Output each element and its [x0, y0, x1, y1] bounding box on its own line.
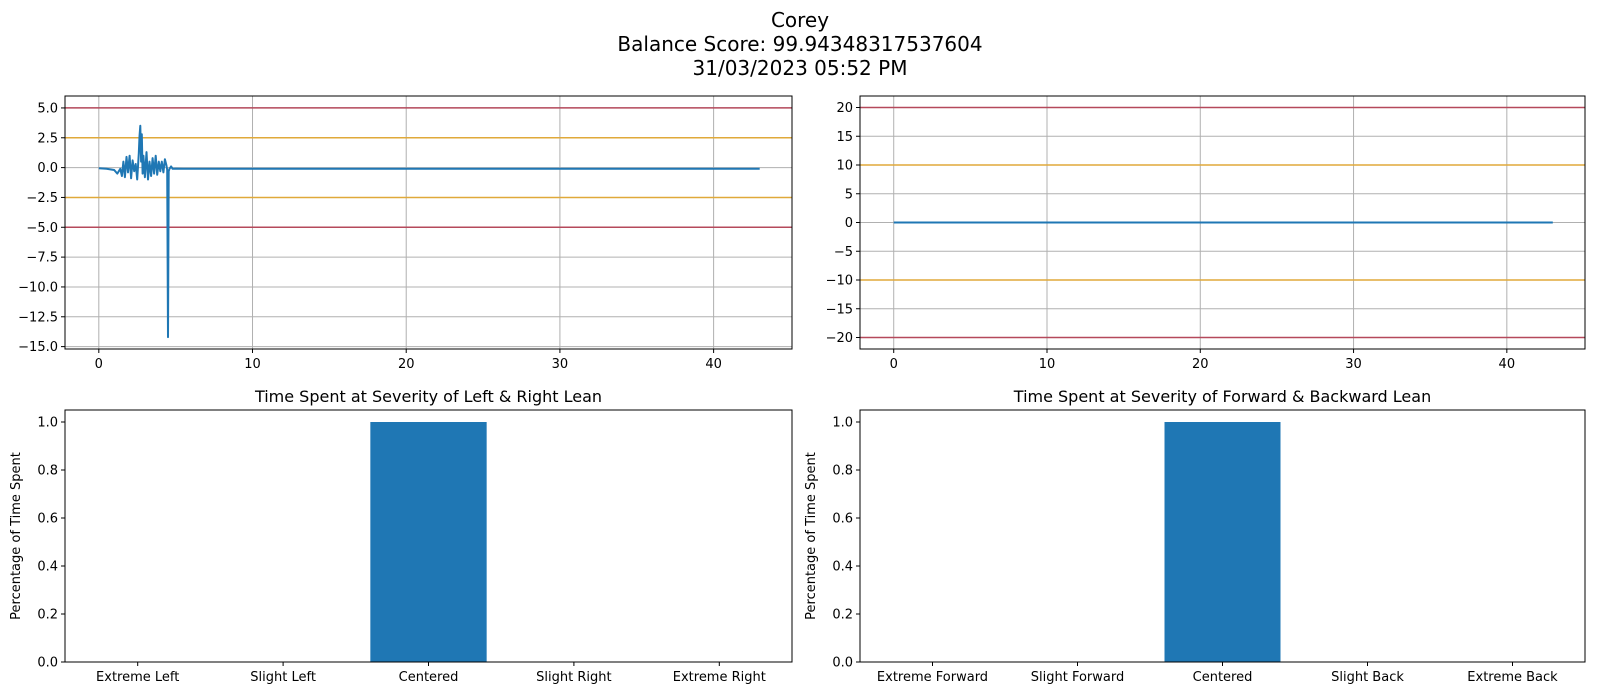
y-tick-label: −5.0 [26, 221, 58, 236]
y-tick-label: 0.0 [37, 656, 58, 671]
y-tick-label: 15 [836, 130, 853, 145]
chart-title: Time Spent at Severity of Left & Right L… [254, 387, 602, 406]
x-tick-label: Centered [399, 670, 459, 685]
figure-suptitle: Corey Balance Score: 99.94348317537604 3… [0, 8, 1600, 80]
x-tick-label: 0 [890, 357, 898, 372]
y-axis-label: Percentage of Time Spent [804, 452, 819, 620]
x-tick-label: Slight Forward [1031, 670, 1124, 685]
x-tick-label: 30 [552, 357, 569, 372]
x-tick-label: 30 [1345, 357, 1362, 372]
y-tick-label: 1.0 [37, 416, 58, 431]
x-tick-label: Extreme Left [96, 670, 179, 685]
y-tick-label: 0.8 [832, 464, 853, 479]
y-tick-label: 1.0 [832, 416, 853, 431]
y-tick-label: 0.4 [37, 560, 58, 575]
y-tick-label: 0.8 [37, 464, 58, 479]
y-tick-label: 5.0 [37, 101, 58, 116]
x-tick-label: Extreme Forward [877, 670, 988, 685]
x-tick-label: Extreme Back [1467, 670, 1558, 685]
y-tick-label: −7.5 [26, 251, 58, 266]
y-tick-label: 5 [845, 187, 853, 202]
y-tick-label: 0.2 [37, 608, 58, 623]
y-tick-label: −20 [826, 331, 853, 346]
y-tick-label: −15.0 [18, 340, 58, 355]
y-tick-label: 0.0 [37, 161, 58, 176]
x-tick-label: 0 [95, 357, 103, 372]
balance-score: Balance Score: 99.94348317537604 [617, 32, 983, 56]
y-tick-label: −2.5 [26, 191, 58, 206]
x-tick-label: 20 [398, 357, 415, 372]
x-tick-label: 20 [1192, 357, 1209, 372]
x-tick-label: Slight Left [250, 670, 316, 685]
x-tick-label: 10 [244, 357, 261, 372]
user-name: Corey [770, 8, 830, 32]
y-tick-label: 20 [836, 101, 853, 116]
y-tick-label: 0.6 [37, 512, 58, 527]
y-tick-label: 2.5 [37, 131, 58, 146]
chart-title: Time Spent at Severity of Forward & Back… [1013, 387, 1431, 406]
y-tick-label: −10 [826, 274, 853, 289]
x-tick-label: 40 [705, 357, 722, 372]
y-tick-label: −15 [826, 302, 853, 317]
series-line [98, 124, 760, 339]
x-tick-label: Centered [1193, 670, 1253, 685]
y-tick-label: −12.5 [18, 310, 58, 325]
x-tick-label: Slight Right [536, 670, 611, 685]
x-tick-label: 40 [1499, 357, 1516, 372]
y-tick-label: 0 [845, 216, 853, 231]
y-tick-label: 0.4 [832, 560, 853, 575]
session-datetime: 31/03/2023 05:52 PM [692, 56, 908, 80]
y-tick-label: −5 [834, 245, 853, 260]
y-tick-label: 10 [836, 159, 853, 174]
y-tick-label: 0.6 [832, 512, 853, 527]
x-tick-label: 10 [1039, 357, 1056, 372]
y-tick-label: −10.0 [18, 280, 58, 295]
bar [1164, 422, 1281, 662]
x-tick-label: Extreme Right [673, 670, 766, 685]
y-tick-label: 0.0 [832, 656, 853, 671]
bar [370, 422, 487, 662]
y-tick-label: 0.2 [832, 608, 853, 623]
plot-frame [64, 95, 793, 350]
x-tick-label: Slight Back [1331, 670, 1404, 685]
y-axis-label: Percentage of Time Spent [9, 452, 24, 620]
